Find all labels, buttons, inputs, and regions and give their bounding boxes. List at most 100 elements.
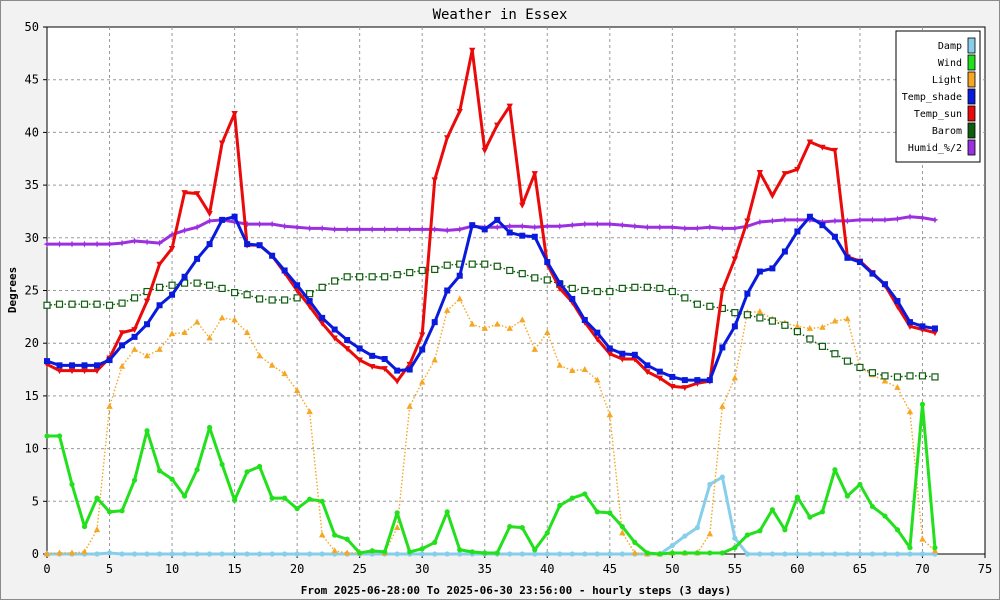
data-point-barom xyxy=(756,314,764,322)
data-point-wind xyxy=(819,509,826,515)
data-point-barom xyxy=(606,287,614,296)
data-point-light xyxy=(231,316,238,323)
data-point-wind xyxy=(319,498,325,504)
data-point-barom xyxy=(55,300,64,308)
data-point-damp xyxy=(444,551,450,557)
data-point-humid-2 xyxy=(368,225,376,233)
data-point-light xyxy=(456,295,463,302)
data-point-temp-sun xyxy=(744,218,751,225)
data-point-temp-sun xyxy=(794,166,801,173)
data-point-temp-shade xyxy=(144,321,151,328)
data-point-temp-shade xyxy=(881,281,888,288)
series-temp-shade xyxy=(44,213,938,384)
data-point-temp-shade xyxy=(219,216,226,223)
data-point-barom xyxy=(543,276,551,284)
data-point-barom xyxy=(806,335,814,343)
data-point-light xyxy=(331,547,338,554)
data-point-temp-sun xyxy=(831,147,839,154)
data-point-wind xyxy=(181,493,188,499)
data-point-humid-2 xyxy=(931,216,939,224)
data-point-temp-shade xyxy=(919,323,926,330)
data-point-temp-shade xyxy=(581,317,588,324)
chart-title: Weather in Essex xyxy=(433,7,568,23)
data-point-light xyxy=(519,316,526,323)
data-point-wind xyxy=(757,528,763,534)
data-point-temp-shade xyxy=(906,319,913,326)
series-barom xyxy=(43,260,939,381)
data-point-barom xyxy=(931,373,939,381)
data-point-humid-2 xyxy=(306,224,314,232)
data-point-temp-sun xyxy=(494,122,501,129)
data-point-temp-sun xyxy=(731,256,739,263)
data-point-damp xyxy=(744,551,750,557)
data-point-humid-2 xyxy=(693,224,701,232)
data-point-light xyxy=(594,376,601,383)
x-tick-label: 55 xyxy=(728,562,742,576)
data-point-light xyxy=(181,329,188,336)
data-point-temp-shade xyxy=(456,272,463,279)
data-point-humid-2 xyxy=(618,221,626,229)
data-point-light xyxy=(706,530,714,537)
data-point-humid-2 xyxy=(606,220,614,228)
data-point-damp xyxy=(119,551,125,557)
data-point-temp-shade xyxy=(706,377,713,384)
data-point-temp-sun xyxy=(606,351,613,358)
x-tick-label: 45 xyxy=(603,562,617,576)
data-point-temp-sun xyxy=(168,245,176,252)
data-point-temp-sun xyxy=(118,330,126,337)
data-point-barom xyxy=(768,317,776,325)
data-point-light xyxy=(343,549,351,556)
data-point-temp-sun xyxy=(644,369,651,376)
legend-swatch-humid-2 xyxy=(967,139,976,156)
data-point-temp-shade xyxy=(281,267,288,274)
data-point-light xyxy=(68,549,76,556)
data-point-temp-sun xyxy=(756,170,764,176)
data-point-light xyxy=(93,526,101,533)
data-point-humid-2 xyxy=(343,225,351,233)
data-point-temp-shade xyxy=(856,259,863,266)
data-point-barom xyxy=(406,268,414,277)
data-point-damp xyxy=(794,551,801,557)
data-point-temp-shade xyxy=(644,362,651,369)
data-point-humid-2 xyxy=(493,223,501,231)
data-point-humid-2 xyxy=(331,225,339,233)
data-point-wind xyxy=(719,550,725,556)
data-point-light xyxy=(794,322,801,329)
y-tick-label: 5 xyxy=(32,494,39,508)
data-point-temp-shade xyxy=(469,222,476,229)
data-point-barom xyxy=(706,302,714,310)
data-point-damp xyxy=(106,550,113,556)
data-point-temp-sun xyxy=(381,366,388,372)
data-point-damp xyxy=(131,551,138,557)
data-point-humid-2 xyxy=(443,226,451,234)
y-tick-label: 25 xyxy=(25,284,39,298)
data-point-temp-sun xyxy=(131,327,138,333)
data-point-damp xyxy=(432,551,438,557)
data-point-damp xyxy=(694,525,700,531)
data-point-damp xyxy=(569,551,575,557)
data-point-humid-2 xyxy=(906,213,914,221)
data-point-damp xyxy=(232,551,238,557)
data-point-damp xyxy=(619,551,625,557)
data-point-barom xyxy=(293,294,301,302)
data-point-damp xyxy=(819,551,826,557)
data-point-barom xyxy=(506,266,514,275)
data-point-damp xyxy=(244,551,250,557)
data-point-humid-2 xyxy=(293,223,301,231)
data-point-light xyxy=(318,531,326,538)
data-point-humid-2 xyxy=(56,240,64,248)
data-point-wind xyxy=(707,550,713,556)
data-point-light xyxy=(293,387,301,394)
data-point-temp-shade xyxy=(94,362,101,369)
data-point-damp xyxy=(894,551,901,557)
data-point-wind xyxy=(744,532,750,538)
data-point-humid-2 xyxy=(68,240,76,248)
data-point-humid-2 xyxy=(106,240,114,248)
data-point-light xyxy=(756,308,764,314)
y-tick-label: 20 xyxy=(25,336,39,350)
legend-label-temp-sun: Temp_sun xyxy=(914,109,962,120)
data-point-wind xyxy=(257,463,263,470)
data-point-humid-2 xyxy=(643,223,651,231)
data-point-humid-2 xyxy=(431,225,439,233)
x-tick-label: 10 xyxy=(165,562,179,576)
